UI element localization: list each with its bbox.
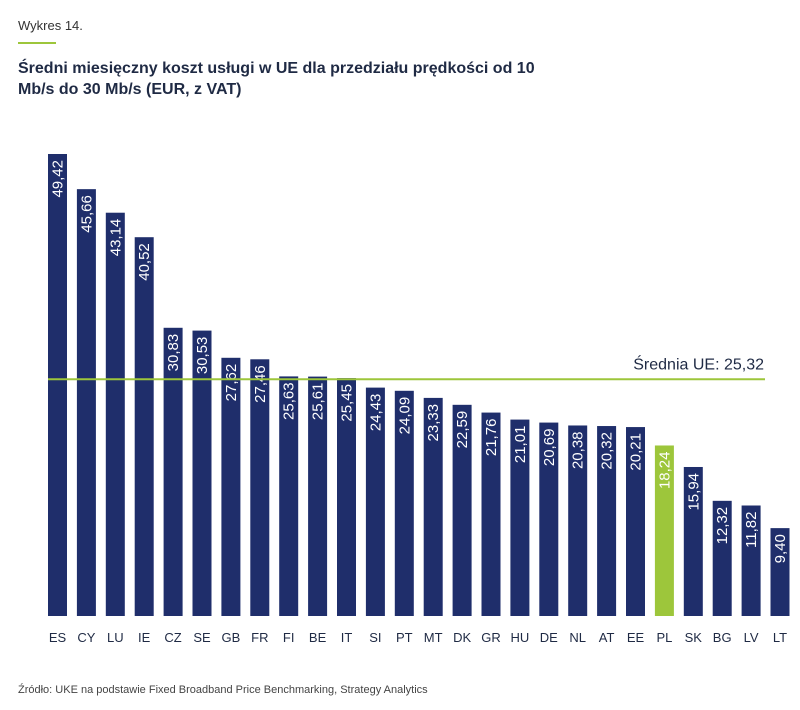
x-tick-label-sk: SK: [685, 630, 703, 645]
chart-title: Średni miesięczny koszt usługi w UE dla …: [18, 60, 535, 98]
bar-hu: [510, 419, 530, 616]
x-tick-label-si: SI: [369, 630, 381, 645]
bar-se: [192, 330, 212, 616]
bar-value-label-hu: 21,01: [512, 426, 529, 464]
bar-value-label-cz: 30,83: [165, 334, 182, 372]
bar-value-label-es: 49,42: [50, 160, 67, 198]
bar-be: [308, 376, 328, 616]
x-tick-label-lu: LU: [107, 630, 124, 645]
bar-gr: [481, 412, 501, 616]
bar-value-label-be: 25,61: [310, 383, 327, 421]
bar-mt: [423, 397, 443, 616]
chart-label: Wykres 14.: [18, 18, 83, 33]
bar-value-label-nl: 20,38: [570, 431, 587, 469]
bar-value-label-mt: 23,33: [425, 404, 442, 442]
bar-value-label-gr: 21,76: [483, 419, 500, 457]
bar-cz: [163, 327, 183, 616]
bar-ie: [134, 237, 154, 617]
x-tick-label-bg: BG: [713, 630, 732, 645]
bar-cy: [76, 189, 96, 616]
bar-value-label-it: 25,45: [339, 384, 356, 422]
bar-value-label-fi: 25,63: [281, 382, 298, 420]
x-tick-label-dk: DK: [453, 630, 471, 645]
bar-bg: [712, 500, 732, 616]
x-tick-label-gr: GR: [481, 630, 501, 645]
bar-value-label-gb: 27,62: [223, 364, 240, 402]
x-tick-label-ee: EE: [627, 630, 645, 645]
bar-pl: [654, 445, 674, 616]
bar-lt: [770, 528, 790, 616]
bar-value-label-dk: 22,59: [454, 411, 471, 449]
x-tick-label-pt: PT: [396, 630, 413, 645]
bar-value-label-de: 20,69: [541, 429, 558, 467]
x-tick-label-hu: HU: [511, 630, 530, 645]
bar-value-label-pl: 18,24: [656, 451, 673, 489]
title-accent-rule: [18, 42, 56, 44]
x-tick-label-cy: CY: [77, 630, 95, 645]
bar-es: [48, 154, 67, 616]
bar-lu: [105, 212, 125, 616]
bar-de: [539, 422, 559, 616]
bar-fr: [250, 359, 270, 616]
bar-value-label-lu: 43,14: [107, 219, 124, 257]
bar-sk: [683, 466, 703, 616]
bar-value-label-pt: 24,09: [396, 397, 413, 435]
bar-gb: [221, 357, 241, 616]
x-tick-label-de: DE: [540, 630, 558, 645]
x-tick-label-pl: PL: [656, 630, 672, 645]
bar-value-label-bg: 12,32: [714, 507, 731, 545]
bar-value-label-lv: 11,82: [743, 512, 760, 548]
x-tick-label-gb: GB: [222, 630, 241, 645]
x-tick-label-nl: NL: [569, 630, 586, 645]
x-tick-label-it: IT: [341, 630, 353, 645]
bar-ee: [626, 427, 645, 616]
bar-value-label-at: 20,32: [599, 432, 616, 470]
bar-value-label-cy: 45,66: [78, 195, 95, 233]
bar-at: [597, 426, 617, 616]
x-tick-label-lv: LV: [744, 630, 759, 645]
x-tick-label-fr: FR: [251, 630, 268, 645]
bar-dk: [452, 404, 472, 616]
source-note: Źródło: UKE na podstawie Fixed Broadband…: [18, 684, 428, 696]
x-tick-label-cz: CZ: [164, 630, 181, 645]
x-tick-label-at: AT: [599, 630, 615, 645]
bar-nl: [568, 425, 588, 616]
bar-it: [337, 378, 356, 616]
bar-value-label-ie: 40,52: [136, 243, 153, 281]
bar-value-label-sk: 15,94: [685, 473, 702, 511]
average-label: Średnia UE: 25,32: [633, 354, 764, 373]
x-tick-label-be: BE: [309, 630, 327, 645]
bar-fi: [279, 376, 299, 616]
x-tick-label-es: ES: [49, 630, 67, 645]
bar-value-label-lt: 9,40: [772, 534, 789, 563]
bar-value-label-se: 30,53: [194, 337, 211, 375]
bar-lv: [741, 505, 761, 616]
x-tick-label-ie: IE: [138, 630, 151, 645]
x-tick-label-fi: FI: [283, 630, 295, 645]
x-tick-label-mt: MT: [424, 630, 443, 645]
x-tick-label-lt: LT: [773, 630, 787, 645]
bar-pt: [394, 390, 414, 616]
bar-value-label-si: 24,43: [367, 394, 384, 432]
bar-value-label-ee: 20,21: [628, 433, 645, 471]
bar-si: [365, 387, 385, 616]
x-tick-label-se: SE: [193, 630, 211, 645]
bar-value-label-fr: 27,46: [252, 365, 269, 403]
